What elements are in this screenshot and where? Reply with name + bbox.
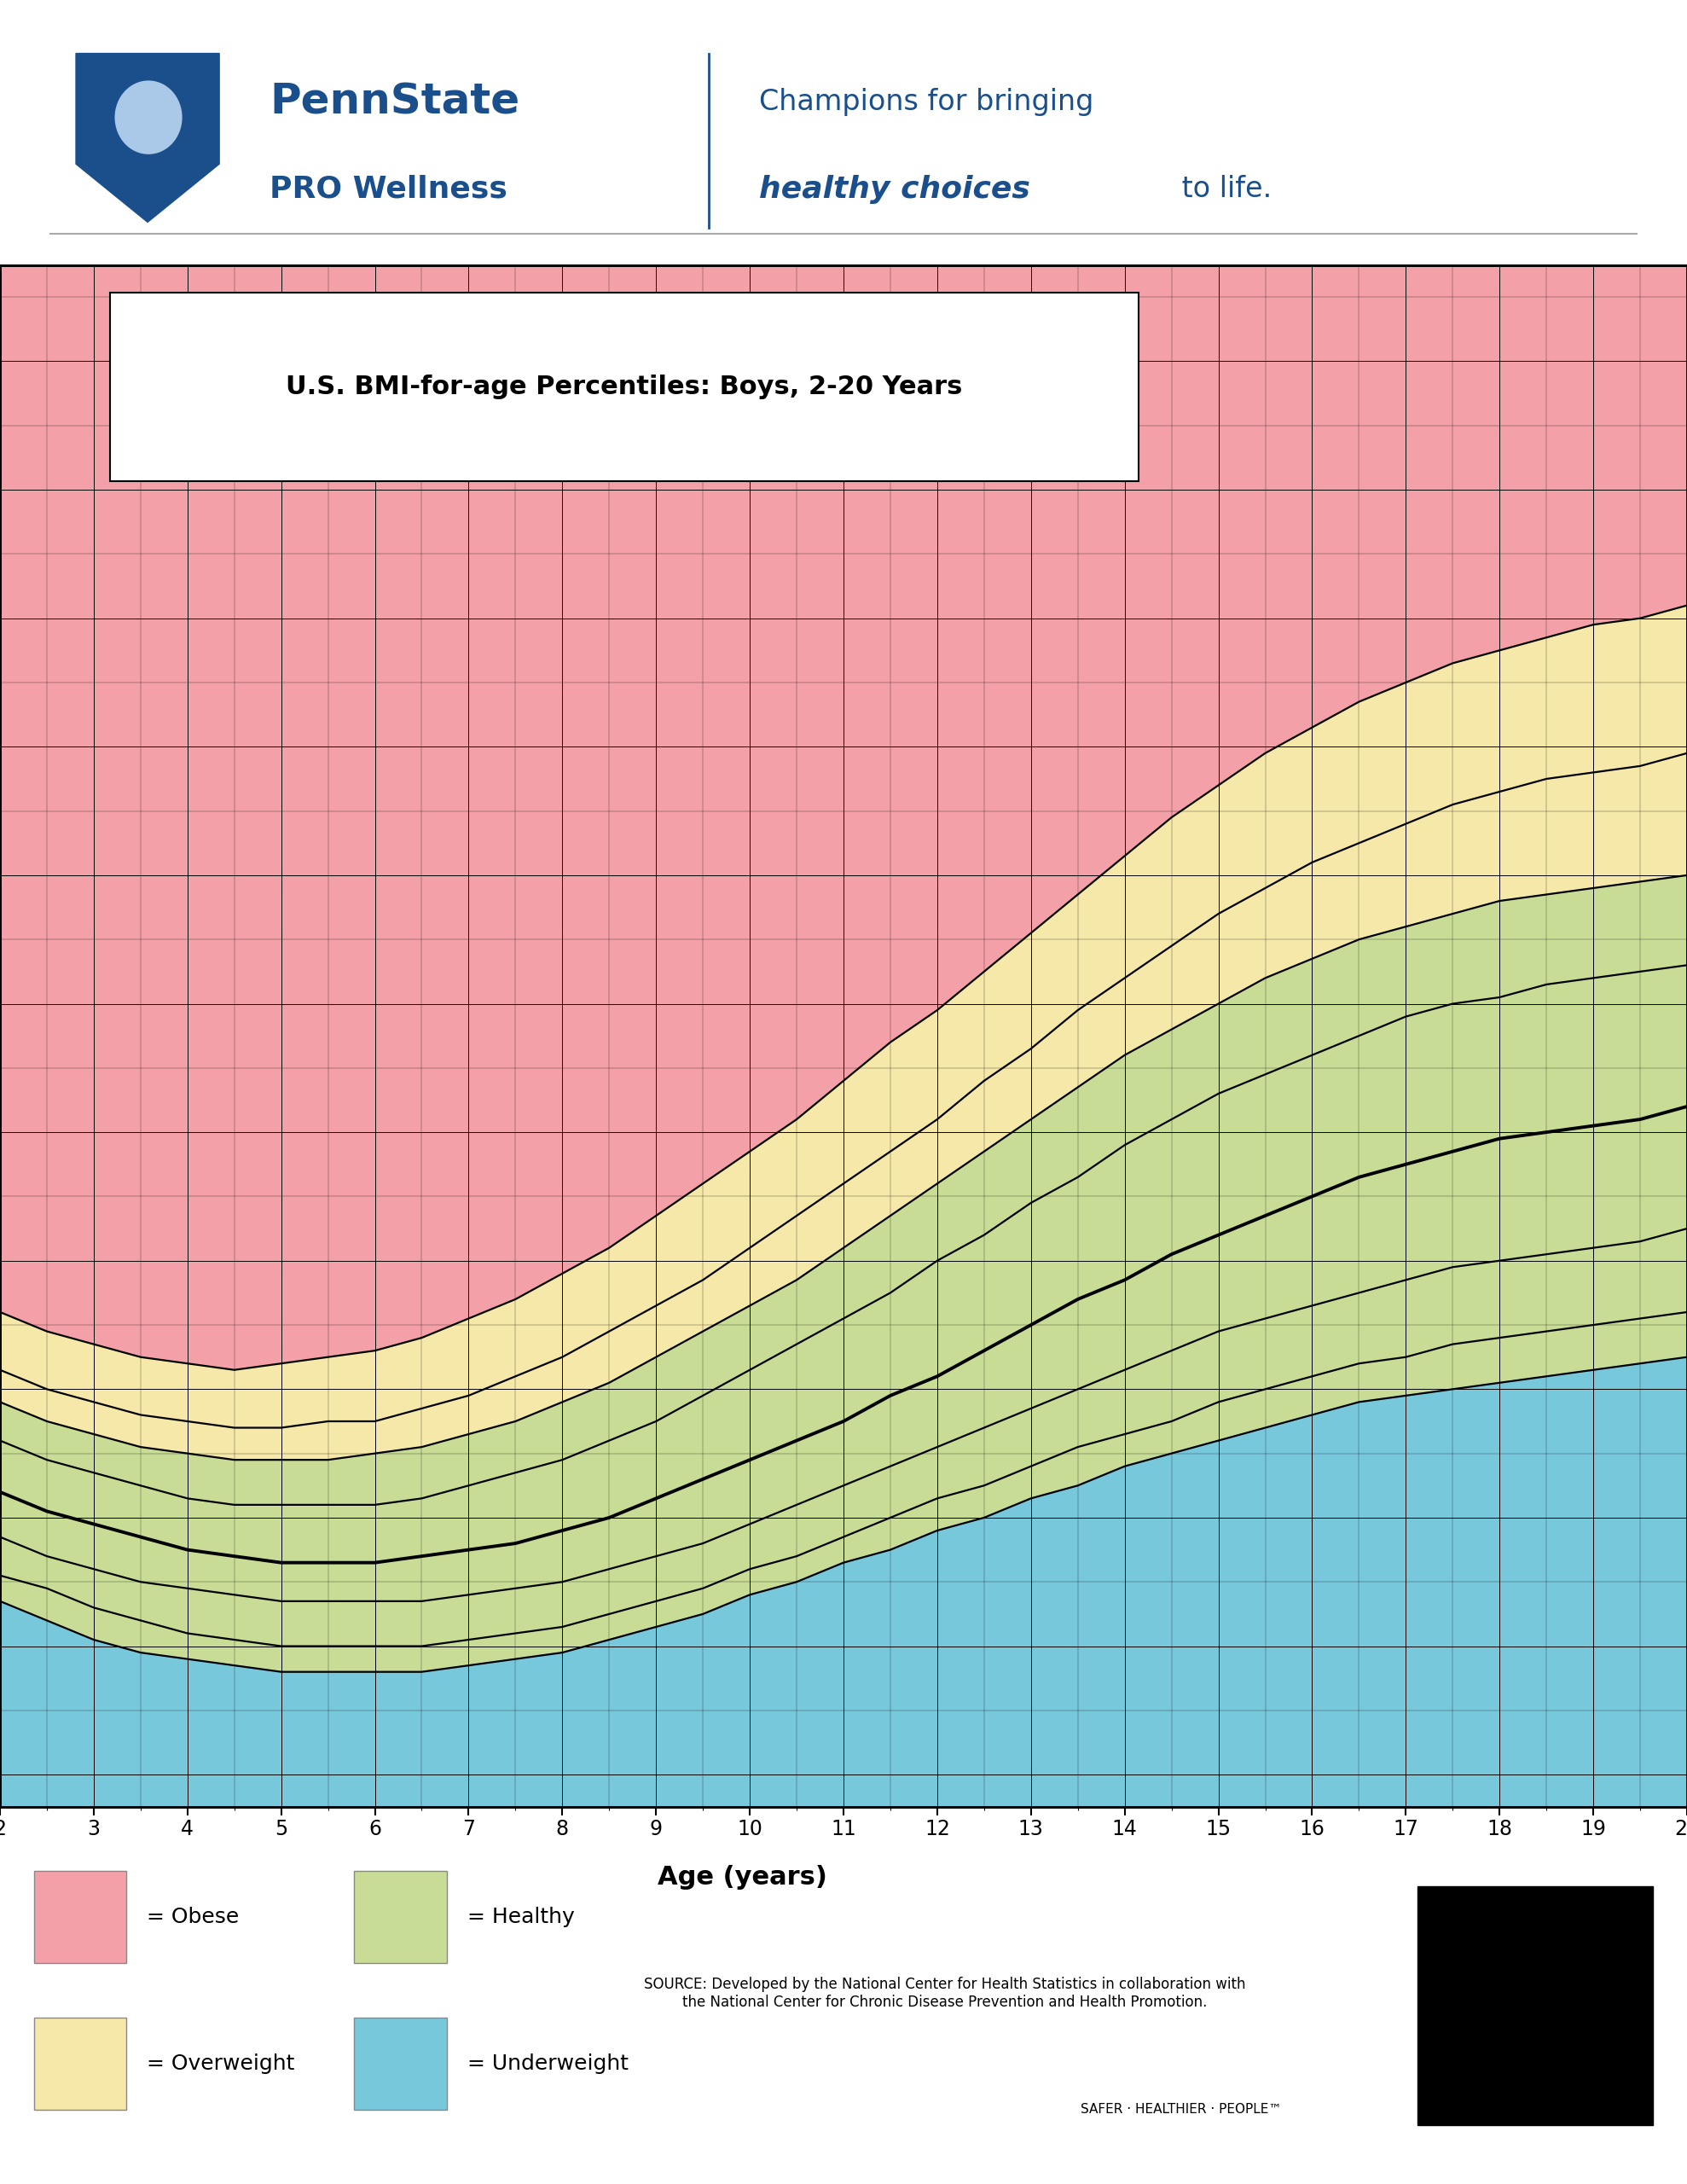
- Text: PRO Wellness: PRO Wellness: [270, 175, 508, 203]
- Text: to life.: to life.: [1172, 175, 1272, 203]
- Bar: [34, 1872, 127, 1963]
- Bar: [354, 1872, 447, 1963]
- Bar: [1417, 1887, 1653, 2125]
- Text: Age (years): Age (years): [658, 1865, 827, 1889]
- FancyBboxPatch shape: [110, 293, 1139, 480]
- Text: healthy choices: healthy choices: [759, 175, 1031, 203]
- Text: = Healthy: = Healthy: [467, 1907, 575, 1926]
- Polygon shape: [76, 52, 219, 223]
- Text: PennState: PennState: [270, 81, 520, 122]
- Text: CDC: CDC: [1491, 1968, 1579, 2005]
- Ellipse shape: [115, 81, 182, 155]
- Text: Champions for bringing: Champions for bringing: [759, 87, 1093, 116]
- Text: SOURCE: Developed by the National Center for Health Statistics in collaboration : SOURCE: Developed by the National Center…: [644, 1977, 1245, 2009]
- Text: = Overweight: = Overweight: [147, 2053, 295, 2075]
- Text: = Obese: = Obese: [147, 1907, 240, 1926]
- Text: SAFER · HEALTHIER · PEOPLE™: SAFER · HEALTHIER · PEOPLE™: [1080, 2103, 1282, 2116]
- Text: = Underweight: = Underweight: [467, 2053, 629, 2075]
- Bar: [354, 2018, 447, 2110]
- Bar: [34, 2018, 127, 2110]
- Text: U.S. BMI-for-age Percentiles: Boys, 2-20 Years: U.S. BMI-for-age Percentiles: Boys, 2-20…: [285, 373, 963, 400]
